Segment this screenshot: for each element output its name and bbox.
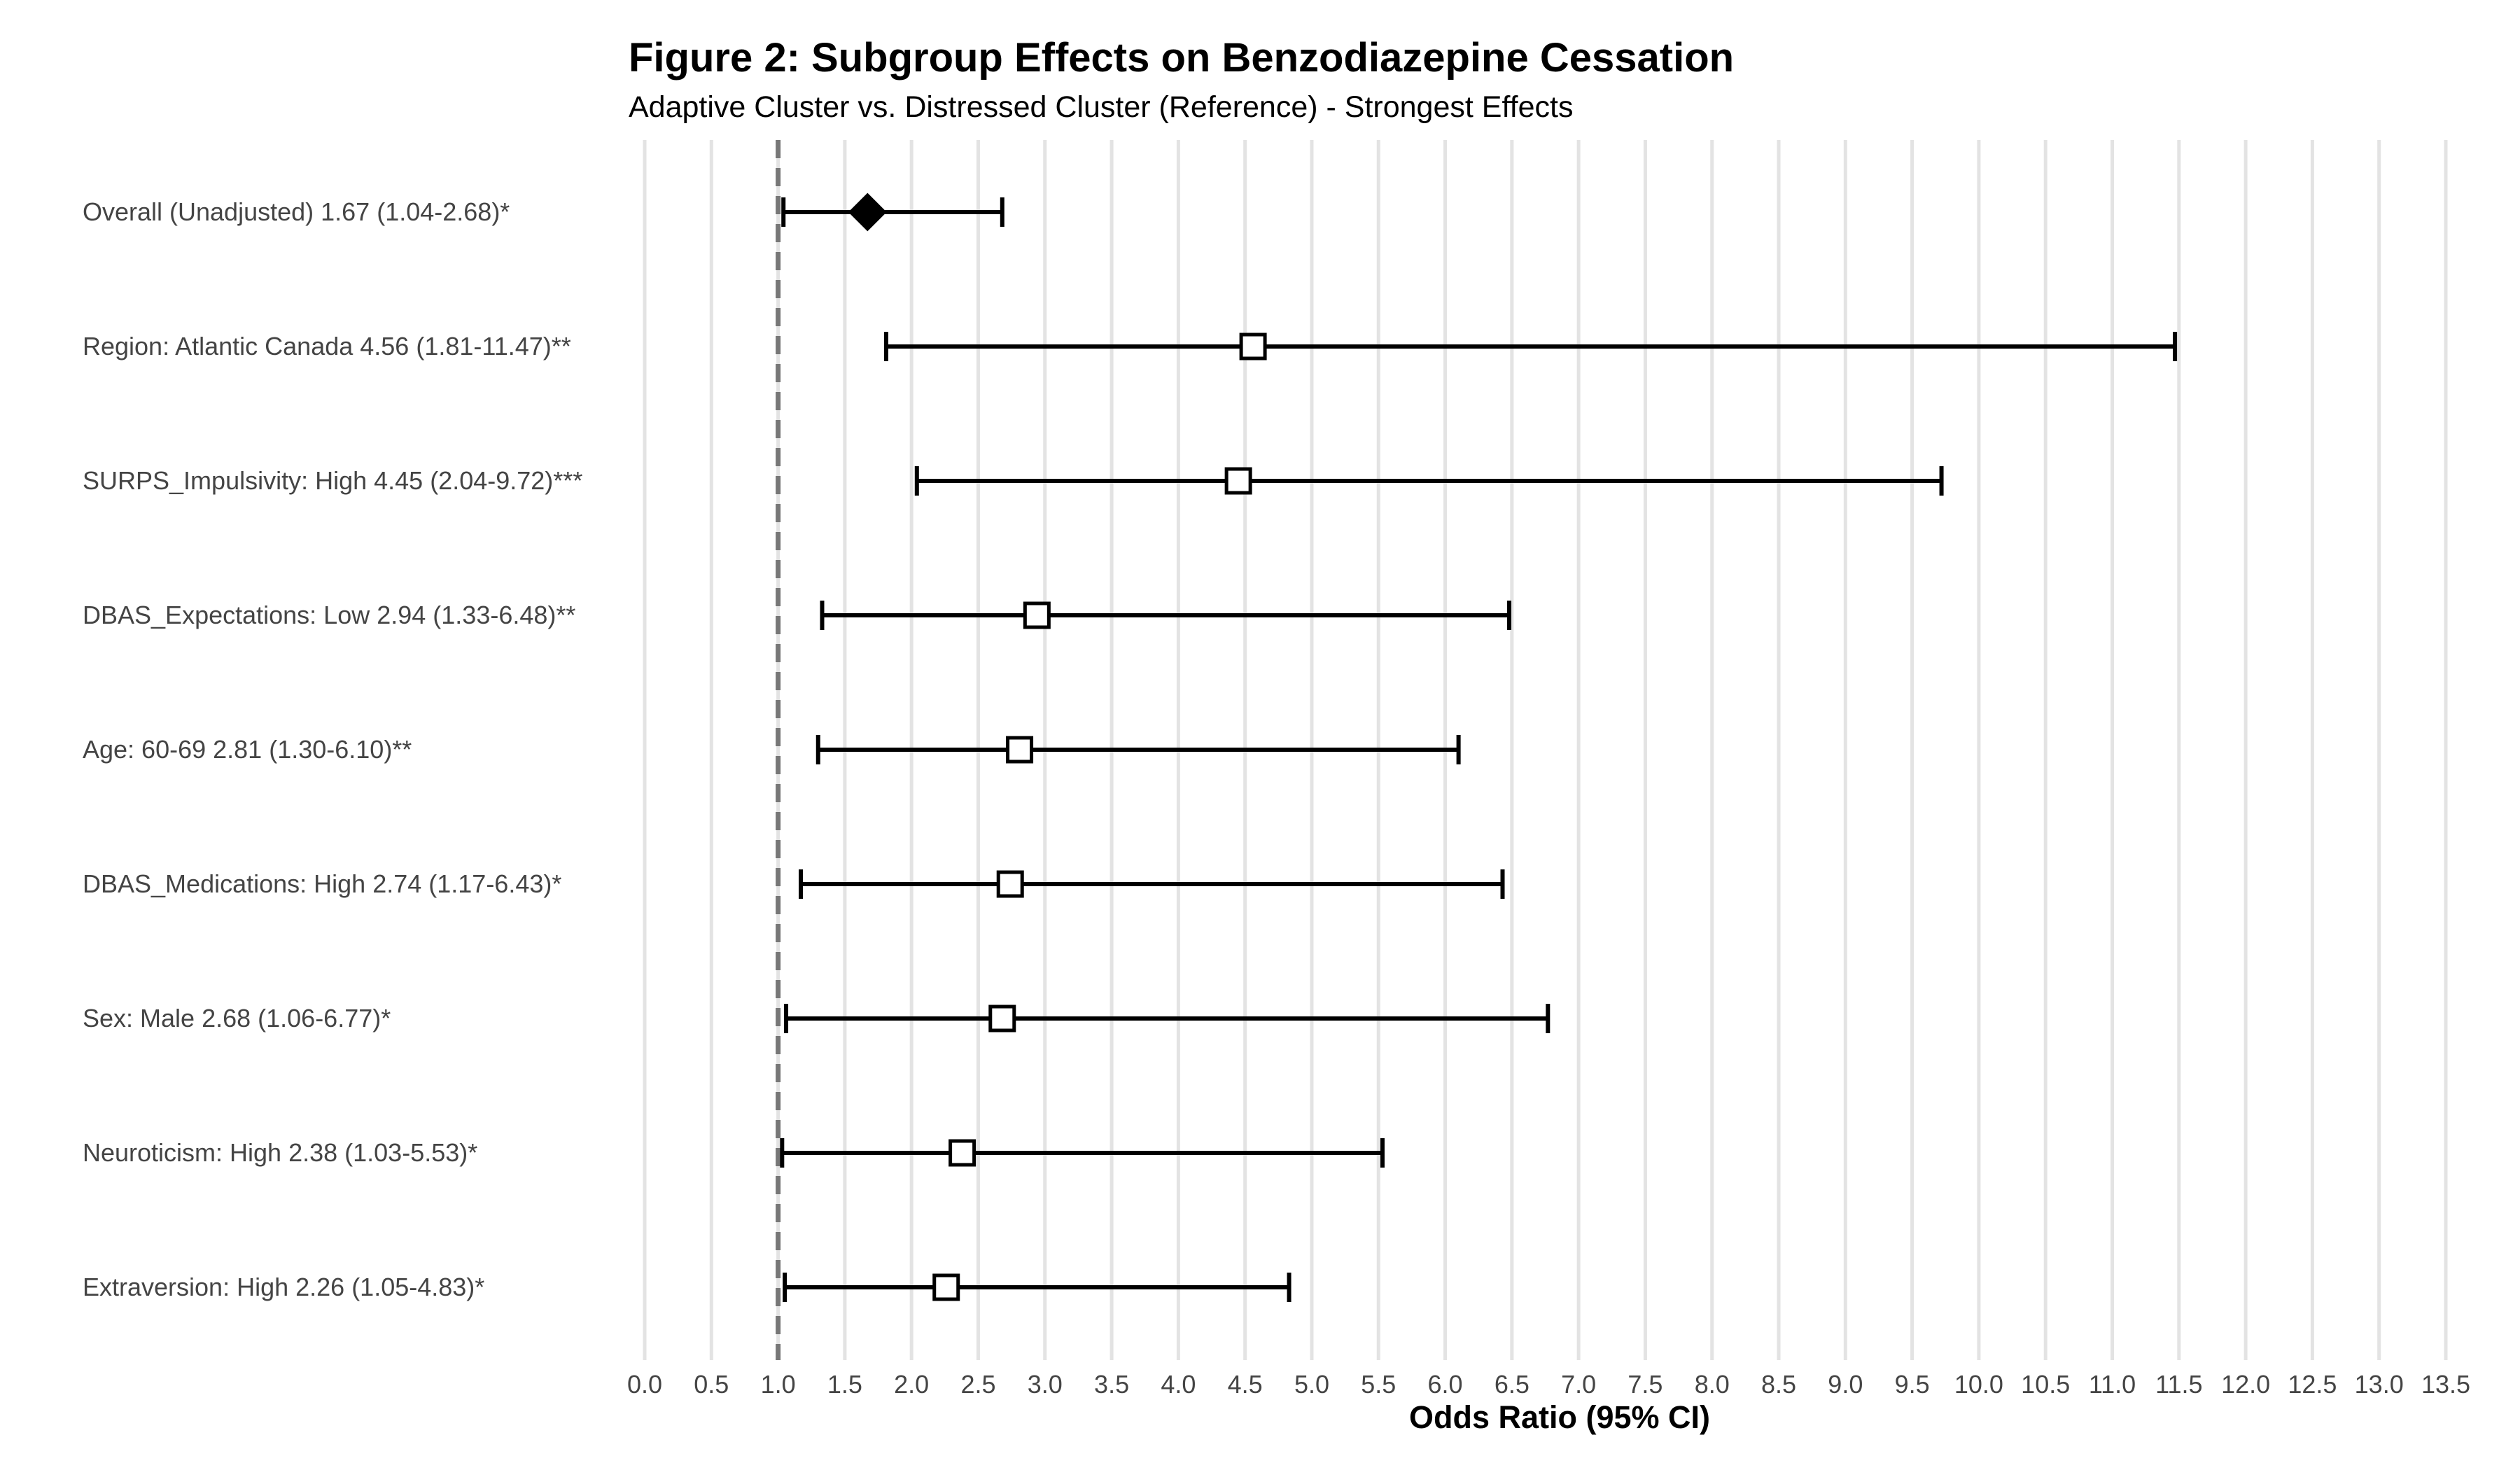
- x-tick-label: 3.5: [1094, 1370, 1129, 1399]
- x-tick-label: 3.0: [1028, 1370, 1063, 1399]
- forest-row: Overall (Unadjusted) 1.67 (1.04-2.68)*: [83, 192, 1004, 232]
- x-tick-label: 6.5: [1494, 1370, 1530, 1399]
- forest-rows: Overall (Unadjusted) 1.67 (1.04-2.68)* Re…: [83, 192, 2178, 1302]
- x-tick-label: 8.0: [1695, 1370, 1730, 1399]
- x-tick-label: 10.5: [2021, 1370, 2070, 1399]
- row-label: Neuroticism: High 2.38 (1.03-5.53)*: [83, 1138, 477, 1167]
- x-tick-label: 6.0: [1428, 1370, 1463, 1399]
- x-tick-label: 1.5: [827, 1370, 862, 1399]
- row-label: DBAS_Medications: High 2.74 (1.17-6.43)*: [83, 869, 561, 898]
- forest-row: Age: 60-69 2.81 (1.30-6.10)**: [83, 735, 1461, 764]
- row-label: Region: Atlantic Canada 4.56 (1.81-11.47…: [83, 332, 571, 360]
- x-tick-label: 7.5: [1628, 1370, 1662, 1399]
- point-estimate-square: [988, 1004, 1016, 1032]
- x-tick-label: 11.0: [2089, 1370, 2136, 1399]
- x-tick-label: 4.0: [1161, 1370, 1196, 1399]
- row-label: SURPS_Impulsivity: High 4.45 (2.04-9.72)…: [83, 466, 582, 495]
- x-axis-title: Odds Ratio (95% CI): [1409, 1399, 1710, 1435]
- row-label: DBAS_Expectations: Low 2.94 (1.33-6.48)*…: [83, 601, 575, 629]
- point-estimate-square: [1006, 736, 1034, 764]
- point-estimate-square: [948, 1139, 976, 1167]
- x-axis-ticks: 0.0 0.5 1.0 1.5 2.0 2.5 3.0 3.5 4.0 4.5 5.0 5.5 6.0 6…: [627, 1370, 2470, 1399]
- point-estimate-square: [1023, 601, 1051, 629]
- x-tick-label: 13.5: [2421, 1370, 2470, 1399]
- forest-row: Sex: Male 2.68 (1.06-6.77)*: [83, 1004, 1550, 1033]
- x-tick-label: 2.0: [894, 1370, 929, 1399]
- x-tick-label: 1.0: [761, 1370, 796, 1399]
- point-estimate-square: [1239, 332, 1267, 360]
- row-label: Age: 60-69 2.81 (1.30-6.10)**: [83, 735, 412, 764]
- x-tick-label: 12.0: [2221, 1370, 2270, 1399]
- point-estimate-square: [996, 870, 1024, 898]
- row-label: Overall (Unadjusted) 1.67 (1.04-2.68)*: [83, 197, 510, 226]
- x-tick-label: 13.0: [2355, 1370, 2404, 1399]
- x-tick-label: 4.5: [1228, 1370, 1263, 1399]
- x-tick-label: 2.5: [960, 1370, 995, 1399]
- forest-row: DBAS_Medications: High 2.74 (1.17-6.43)*: [83, 869, 1505, 899]
- x-tick-label: 10.0: [1954, 1370, 2003, 1399]
- point-estimate-diamond: [848, 192, 887, 232]
- x-tick-label: 9.5: [1895, 1370, 1930, 1399]
- forest-row: DBAS_Expectations: Low 2.94 (1.33-6.48)*…: [83, 601, 1512, 630]
- forest-row: Region: Atlantic Canada 4.56 (1.81-11.47…: [83, 332, 2178, 361]
- x-tick-label: 0.5: [694, 1370, 729, 1399]
- x-tick-label: 0.0: [627, 1370, 662, 1399]
- x-tick-label: 5.0: [1294, 1370, 1329, 1399]
- point-estimate-square: [932, 1273, 960, 1301]
- point-estimate-square: [1224, 467, 1252, 495]
- x-tick-label: 7.0: [1561, 1370, 1596, 1399]
- chart-subtitle: Adaptive Cluster vs. Distressed Cluster …: [629, 90, 1573, 124]
- x-tick-label: 5.5: [1361, 1370, 1396, 1399]
- forest-row: Extraversion: High 2.26 (1.05-4.83)*: [83, 1273, 1292, 1302]
- chart-title: Figure 2: Subgroup Effects on Benzodiaze…: [629, 35, 1734, 80]
- x-tick-label: 9.0: [1828, 1370, 1863, 1399]
- forest-row: Neuroticism: High 2.38 (1.03-5.53)*: [83, 1138, 1385, 1168]
- x-tick-label: 12.5: [2288, 1370, 2337, 1399]
- row-label: Extraversion: High 2.26 (1.05-4.83)*: [83, 1273, 484, 1301]
- row-label: Sex: Male 2.68 (1.06-6.77)*: [83, 1004, 391, 1032]
- forest-row: SURPS_Impulsivity: High 4.45 (2.04-9.72)…: [83, 466, 1944, 496]
- x-tick-label: 11.5: [2155, 1370, 2202, 1399]
- x-tick-label: 8.5: [1761, 1370, 1796, 1399]
